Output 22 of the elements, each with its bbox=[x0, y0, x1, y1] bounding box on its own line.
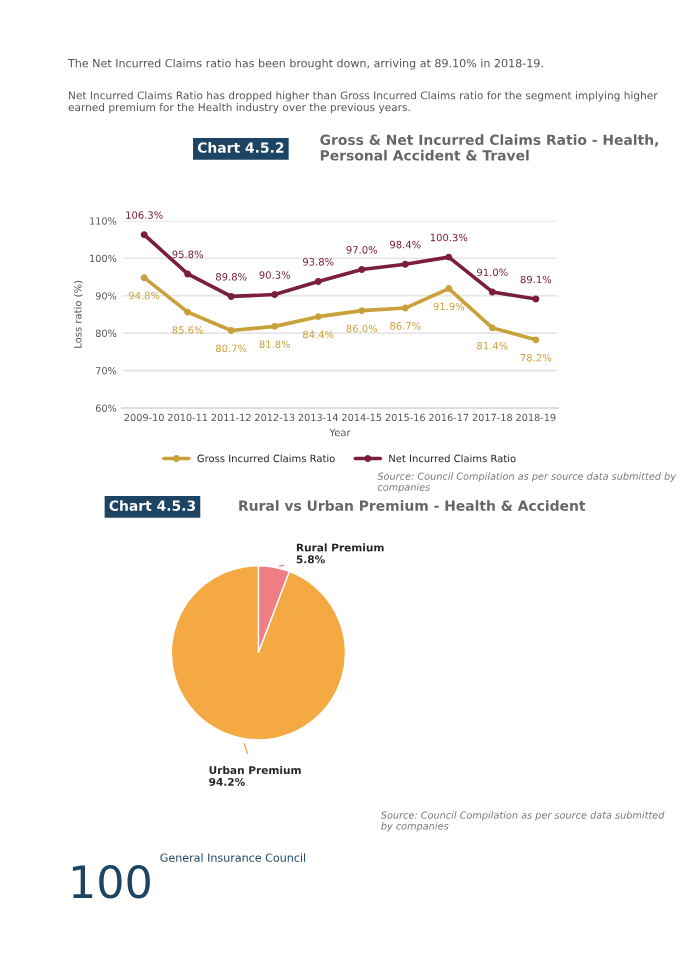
point bbox=[184, 270, 192, 278]
point bbox=[314, 313, 322, 321]
point bbox=[401, 260, 409, 268]
point bbox=[271, 291, 279, 299]
point bbox=[358, 307, 366, 315]
point bbox=[140, 231, 148, 239]
point bbox=[271, 322, 279, 330]
point bbox=[358, 266, 366, 273]
point bbox=[314, 277, 322, 285]
point bbox=[488, 288, 496, 296]
text: 100 bbox=[72, 864, 150, 899]
point bbox=[445, 285, 453, 293]
point bbox=[184, 308, 192, 316]
point bbox=[401, 304, 409, 312]
point bbox=[532, 336, 540, 344]
point bbox=[140, 274, 148, 282]
point bbox=[488, 324, 496, 332]
pie-slice bbox=[170, 565, 347, 741]
point bbox=[227, 292, 235, 300]
point bbox=[227, 327, 235, 334]
point bbox=[445, 253, 453, 261]
point bbox=[532, 295, 540, 303]
